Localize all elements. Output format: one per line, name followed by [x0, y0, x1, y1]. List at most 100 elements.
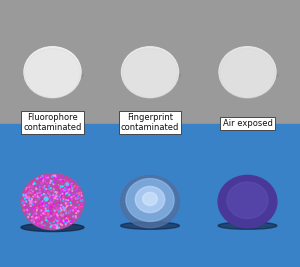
Point: [42, 212, 47, 216]
Point: [64, 209, 68, 213]
Point: [60, 214, 65, 218]
Point: [23, 198, 28, 203]
Point: [57, 188, 62, 192]
Point: [54, 218, 58, 222]
Point: [51, 213, 56, 217]
Circle shape: [227, 182, 268, 219]
Point: [64, 191, 69, 195]
Point: [31, 203, 36, 207]
Point: [25, 186, 29, 190]
Point: [63, 203, 68, 207]
Point: [43, 193, 48, 197]
Point: [59, 174, 64, 178]
Point: [44, 194, 49, 199]
Point: [31, 215, 36, 219]
Point: [39, 220, 44, 225]
Point: [52, 223, 57, 227]
Point: [51, 219, 56, 224]
Point: [64, 183, 69, 187]
Point: [49, 198, 53, 203]
Point: [57, 218, 62, 222]
Point: [42, 212, 46, 216]
Point: [71, 209, 76, 213]
Point: [57, 201, 62, 206]
Point: [71, 204, 76, 209]
Point: [38, 191, 42, 195]
Point: [25, 208, 30, 213]
Point: [66, 211, 71, 215]
Point: [68, 209, 72, 214]
Point: [52, 204, 57, 208]
Point: [51, 182, 56, 186]
Point: [31, 194, 36, 199]
Point: [26, 213, 31, 217]
Point: [45, 185, 50, 190]
Point: [38, 192, 42, 197]
Point: [77, 193, 82, 197]
Point: [40, 177, 45, 182]
Point: [36, 216, 41, 221]
Point: [64, 188, 69, 193]
Point: [32, 205, 37, 209]
Point: [42, 192, 47, 196]
Point: [31, 182, 36, 186]
Point: [34, 208, 39, 212]
Point: [45, 181, 50, 185]
Point: [34, 216, 39, 220]
Point: [45, 211, 50, 215]
Point: [61, 213, 66, 217]
Point: [41, 202, 46, 206]
Point: [59, 179, 64, 183]
Point: [35, 194, 40, 199]
Circle shape: [218, 175, 277, 228]
Point: [49, 225, 54, 230]
Point: [54, 192, 59, 196]
Point: [39, 221, 44, 226]
Point: [65, 180, 70, 184]
Point: [54, 191, 58, 195]
Point: [46, 214, 51, 219]
Point: [74, 215, 78, 219]
Point: [48, 179, 53, 183]
Point: [44, 198, 48, 203]
Point: [39, 208, 44, 213]
Point: [64, 220, 68, 225]
Point: [54, 176, 59, 180]
Point: [55, 219, 60, 223]
Point: [38, 200, 43, 205]
Point: [25, 196, 30, 200]
Point: [80, 204, 84, 209]
Point: [68, 201, 73, 205]
Point: [39, 204, 44, 209]
Point: [35, 214, 40, 218]
Point: [49, 214, 53, 218]
Point: [73, 196, 78, 201]
Point: [32, 207, 36, 211]
Point: [64, 198, 68, 202]
Point: [37, 194, 42, 198]
Point: [24, 196, 29, 200]
Point: [47, 202, 52, 206]
Point: [63, 206, 68, 210]
Point: [41, 204, 46, 208]
Point: [54, 210, 59, 214]
Point: [34, 221, 39, 226]
Ellipse shape: [21, 223, 84, 231]
Point: [27, 185, 32, 190]
Point: [68, 194, 73, 199]
Point: [43, 209, 47, 213]
Circle shape: [135, 186, 165, 213]
Point: [40, 174, 45, 178]
Point: [48, 194, 53, 198]
Point: [69, 218, 74, 222]
Point: [67, 209, 72, 213]
Point: [79, 198, 84, 202]
Point: [70, 189, 75, 193]
Point: [51, 194, 56, 198]
Point: [57, 226, 62, 230]
Point: [50, 202, 55, 206]
Point: [56, 206, 60, 210]
Point: [22, 195, 27, 199]
Point: [65, 217, 70, 221]
Point: [34, 215, 39, 220]
